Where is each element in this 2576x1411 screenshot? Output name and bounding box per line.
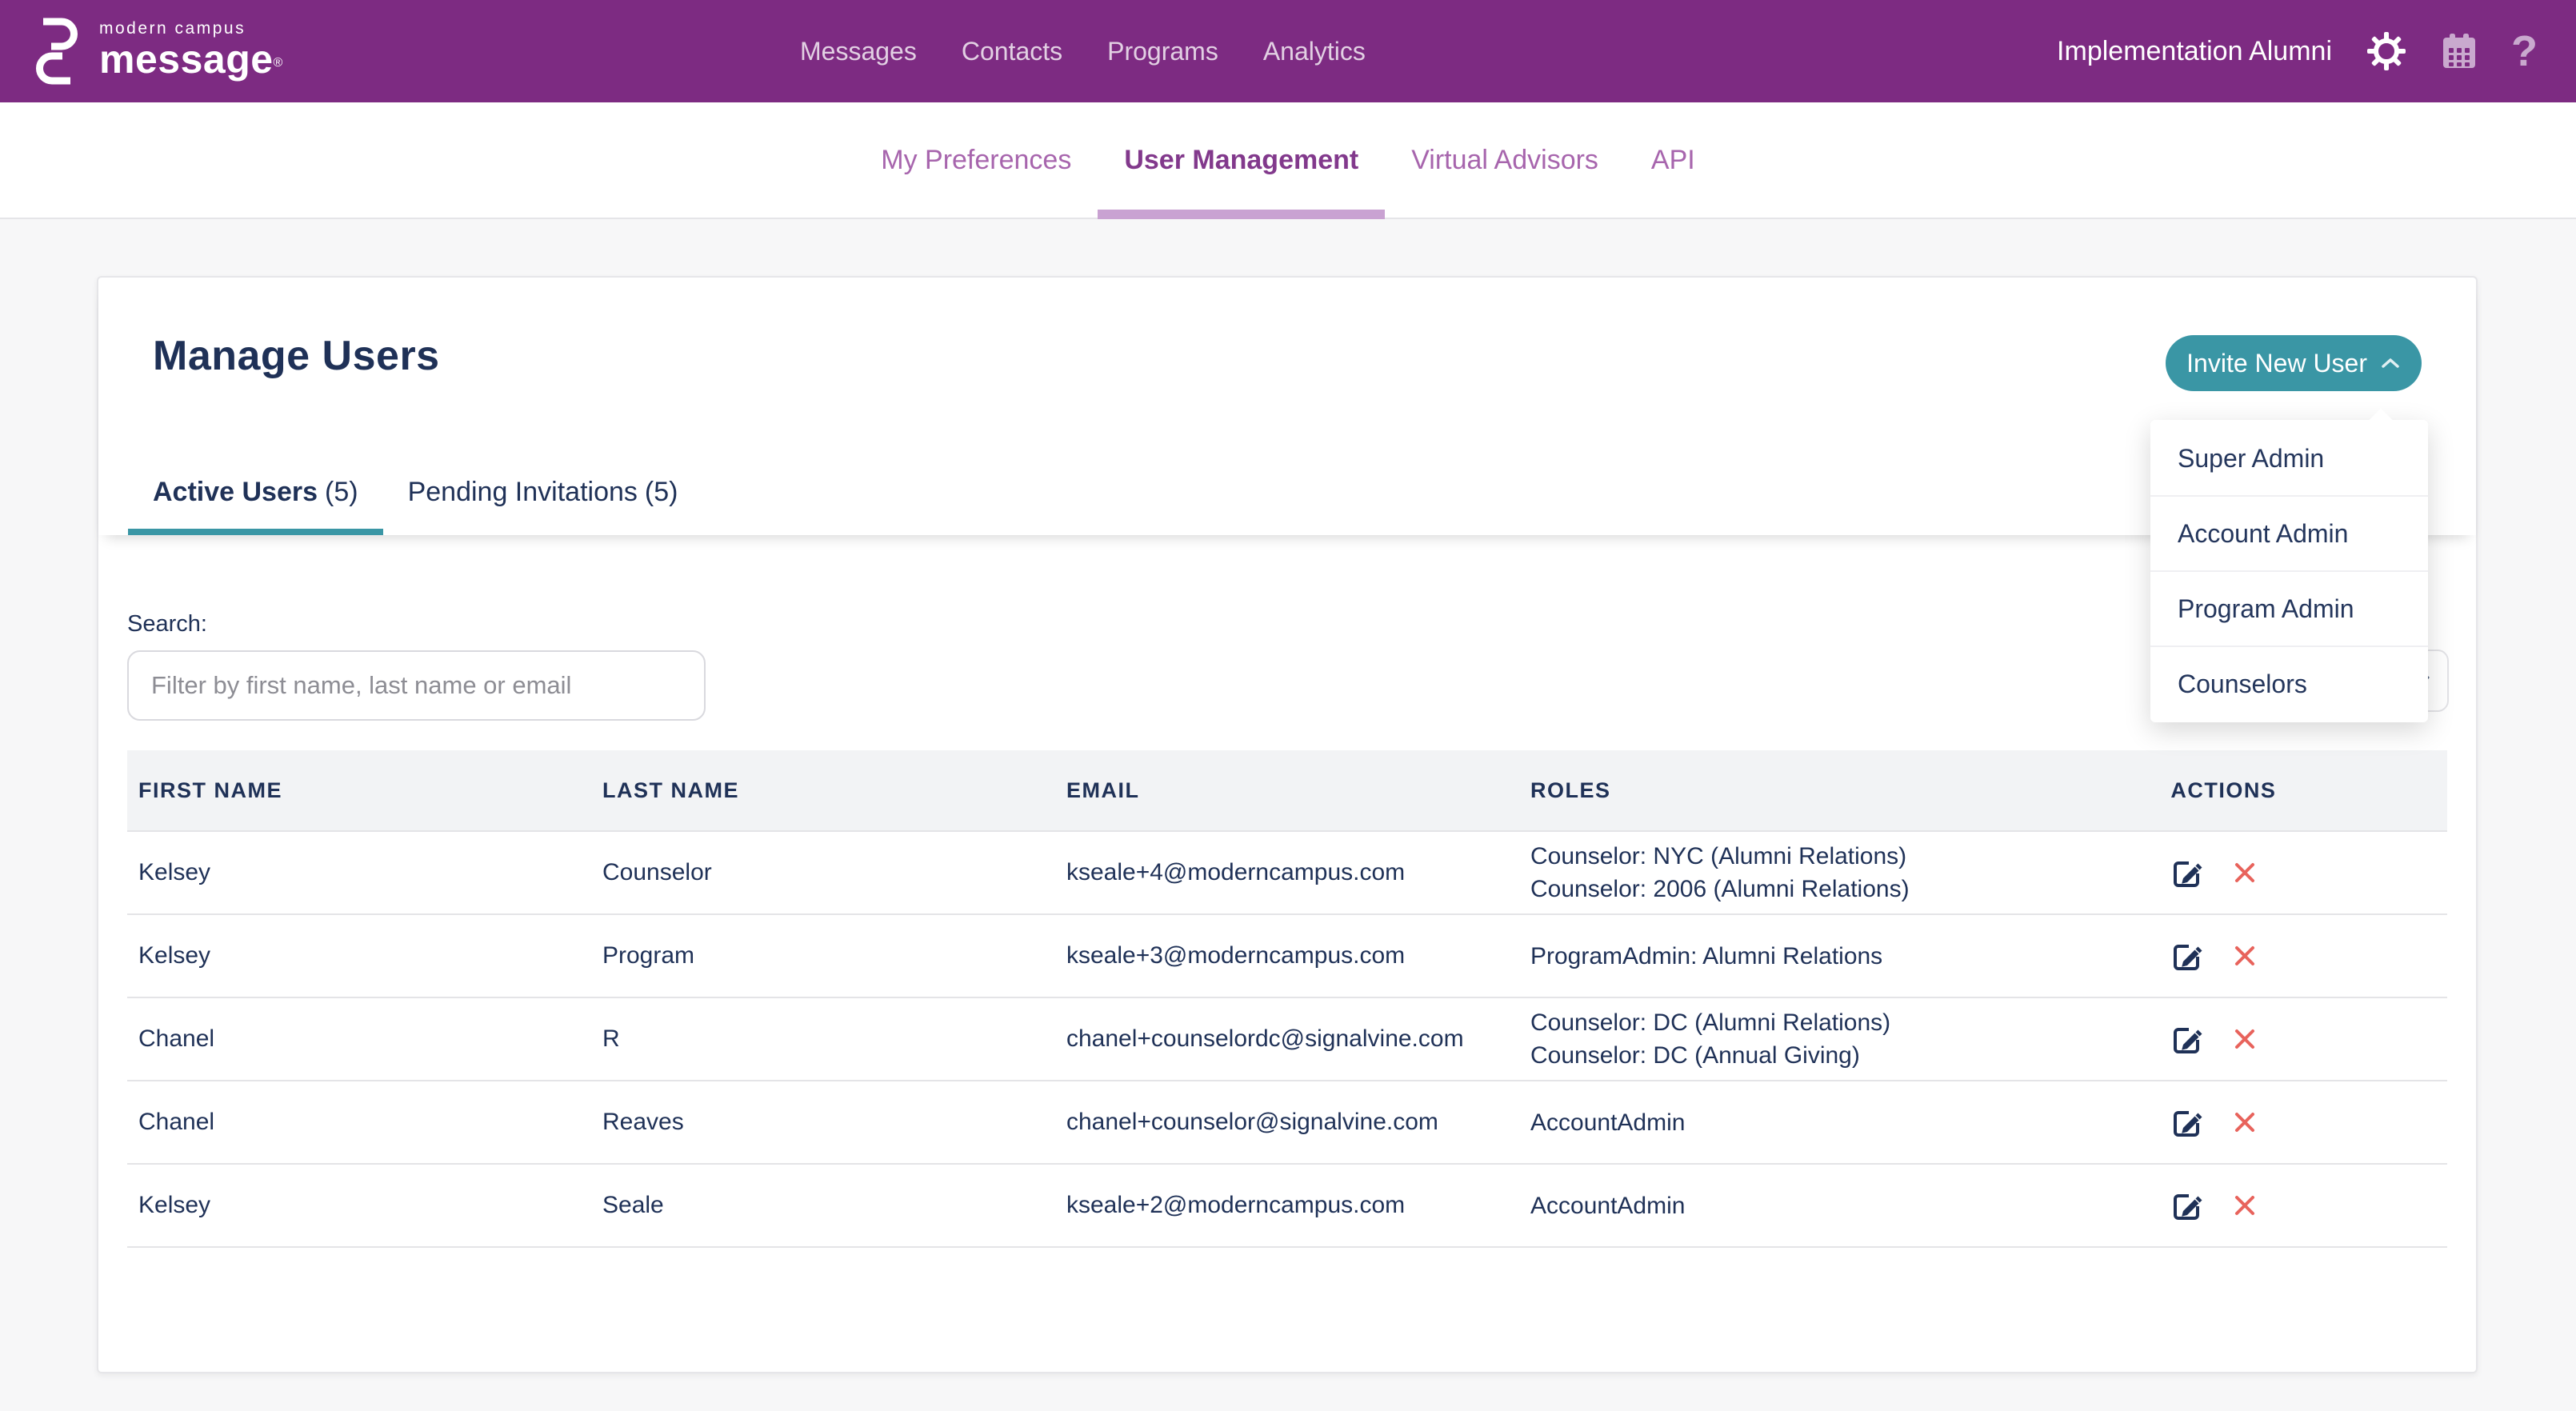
delete-user-button[interactable]	[2231, 859, 2258, 886]
brand-mark-icon	[32, 16, 82, 86]
col-roles: ROLES	[1519, 750, 2160, 831]
help-icon[interactable]: ?	[2511, 27, 2538, 75]
cell-first-name: Kelsey	[127, 1163, 591, 1248]
edit-user-button[interactable]	[2170, 1106, 2202, 1138]
registered-mark: ®	[273, 55, 283, 70]
users-table-body: Kelsey Counselor kseale+4@moderncampus.c…	[127, 830, 2447, 1248]
account-name[interactable]: Implementation Alumni	[2057, 35, 2332, 66]
delete-user-button[interactable]	[2231, 1192, 2258, 1219]
cell-roles: ProgramAdmin: Alumni Relations	[1519, 913, 2160, 997]
col-first-name: FIRST NAME	[127, 750, 591, 831]
cell-actions	[2159, 1080, 2447, 1164]
edit-user-button[interactable]	[2170, 940, 2202, 972]
cell-email: kseale+3@moderncampus.com	[1055, 913, 1519, 997]
delete-user-button[interactable]	[2231, 1109, 2258, 1136]
table-row: Kelsey Counselor kseale+4@moderncampus.c…	[127, 830, 2447, 914]
menu-item-program-admin[interactable]: Program Admin	[2150, 570, 2428, 646]
nav-analytics[interactable]: Analytics	[1262, 36, 1366, 66]
cell-email: kseale+4@moderncampus.com	[1055, 830, 1519, 914]
cell-first-name: Kelsey	[127, 830, 591, 914]
cell-last-name: Counselor	[591, 830, 1055, 914]
settings-gear-icon[interactable]	[2366, 30, 2407, 72]
cell-actions	[2159, 913, 2447, 997]
table-row: Kelsey Seale kseale+2@moderncampus.com A…	[127, 1163, 2447, 1248]
cell-first-name: Chanel	[127, 1080, 591, 1164]
menu-item-account-admin[interactable]: Account Admin	[2150, 495, 2428, 570]
brand-line-bottom: message®	[99, 36, 283, 82]
col-email: EMAIL	[1055, 750, 1519, 831]
table-header-row: FIRST NAME LAST NAME EMAIL ROLES ACTIONS	[127, 750, 2447, 831]
header-right: Implementation Alumni	[2057, 30, 2538, 73]
subnav-user-management[interactable]: User Management	[1098, 102, 1386, 219]
manage-users-card: Manage Users Invite New User Active User…	[97, 276, 2478, 1373]
calendar-icon[interactable]	[2441, 33, 2478, 70]
col-last-name: LAST NAME	[591, 750, 1055, 831]
edit-user-button[interactable]	[2170, 857, 2202, 889]
top-nav: Messages Contacts Programs Analytics	[800, 0, 1366, 102]
search-label: Search:	[127, 611, 207, 637]
subnav-virtual-advisors[interactable]: Virtual Advisors	[1411, 144, 1598, 175]
card-header: Manage Users Invite New User Active User…	[98, 278, 2476, 535]
cell-email: kseale+2@moderncampus.com	[1055, 1163, 1519, 1248]
col-actions: ACTIONS	[2159, 750, 2447, 831]
table-row: Chanel Reaves chanel+counselor@signalvin…	[127, 1080, 2447, 1164]
users-table: FIRST NAME LAST NAME EMAIL ROLES ACTIONS…	[127, 750, 2447, 1248]
subnav-my-preferences[interactable]: My Preferences	[881, 144, 1072, 175]
search-input[interactable]	[127, 650, 706, 721]
table-row: Chanel R chanel+counselordc@signalvine.c…	[127, 997, 2447, 1081]
invite-new-user-button[interactable]: Invite New User	[2166, 335, 2422, 391]
sub-nav: My Preferences User Management Virtual A…	[0, 102, 2576, 219]
subnav-api[interactable]: API	[1650, 144, 1695, 175]
delete-user-button[interactable]	[2231, 942, 2258, 969]
cell-email: chanel+counselordc@signalvine.com	[1055, 997, 1519, 1081]
cell-first-name: Chanel	[127, 997, 591, 1081]
delete-user-button[interactable]	[2231, 1025, 2258, 1053]
invite-role-menu: Super Admin Account Admin Program Admin …	[2150, 408, 2428, 722]
cell-roles: AccountAdmin	[1519, 1080, 2160, 1164]
page-title: Manage Users	[153, 333, 440, 379]
app-header: modern campus message® Messages Contacts…	[0, 0, 2576, 102]
menu-item-counselors[interactable]: Counselors	[2150, 646, 2428, 721]
cell-actions	[2159, 830, 2447, 914]
cell-roles: Counselor: NYC (Alumni Relations) Counsel…	[1519, 830, 2160, 914]
user-tabs: Active Users (5) Pending Invitations (5)	[128, 476, 2422, 535]
cell-roles: Counselor: DC (Alumni Relations) Counselo…	[1519, 997, 2160, 1081]
edit-user-button[interactable]	[2170, 1023, 2202, 1055]
cell-last-name: R	[591, 997, 1055, 1081]
table-row: Kelsey Program kseale+3@moderncampus.com…	[127, 913, 2447, 997]
cell-last-name: Reaves	[591, 1080, 1055, 1164]
cell-roles: AccountAdmin	[1519, 1163, 2160, 1248]
card-body: Search: FIRST NAME LAST NAME EMAIL ROLES…	[98, 535, 2476, 1248]
cell-actions	[2159, 1163, 2447, 1248]
cell-last-name: Seale	[591, 1163, 1055, 1248]
brand-line-top: modern campus	[99, 18, 246, 38]
main-content: Manage Users Invite New User Active User…	[0, 219, 2576, 1373]
cell-last-name: Program	[591, 913, 1055, 997]
cell-first-name: Kelsey	[127, 913, 591, 997]
cell-email: chanel+counselor@signalvine.com	[1055, 1080, 1519, 1164]
nav-messages[interactable]: Messages	[800, 36, 917, 66]
tab-pending-invitations[interactable]: Pending Invitations (5)	[407, 477, 678, 507]
chevron-up-icon	[2380, 357, 2401, 370]
tab-active-users[interactable]: Active Users (5)	[128, 476, 383, 535]
edit-user-button[interactable]	[2170, 1189, 2202, 1221]
menu-item-super-admin[interactable]: Super Admin	[2178, 443, 2325, 473]
brand-logo[interactable]: modern campus message®	[32, 16, 283, 86]
nav-programs[interactable]: Programs	[1107, 36, 1218, 66]
nav-contacts[interactable]: Contacts	[961, 36, 1063, 66]
cell-actions	[2159, 997, 2447, 1081]
